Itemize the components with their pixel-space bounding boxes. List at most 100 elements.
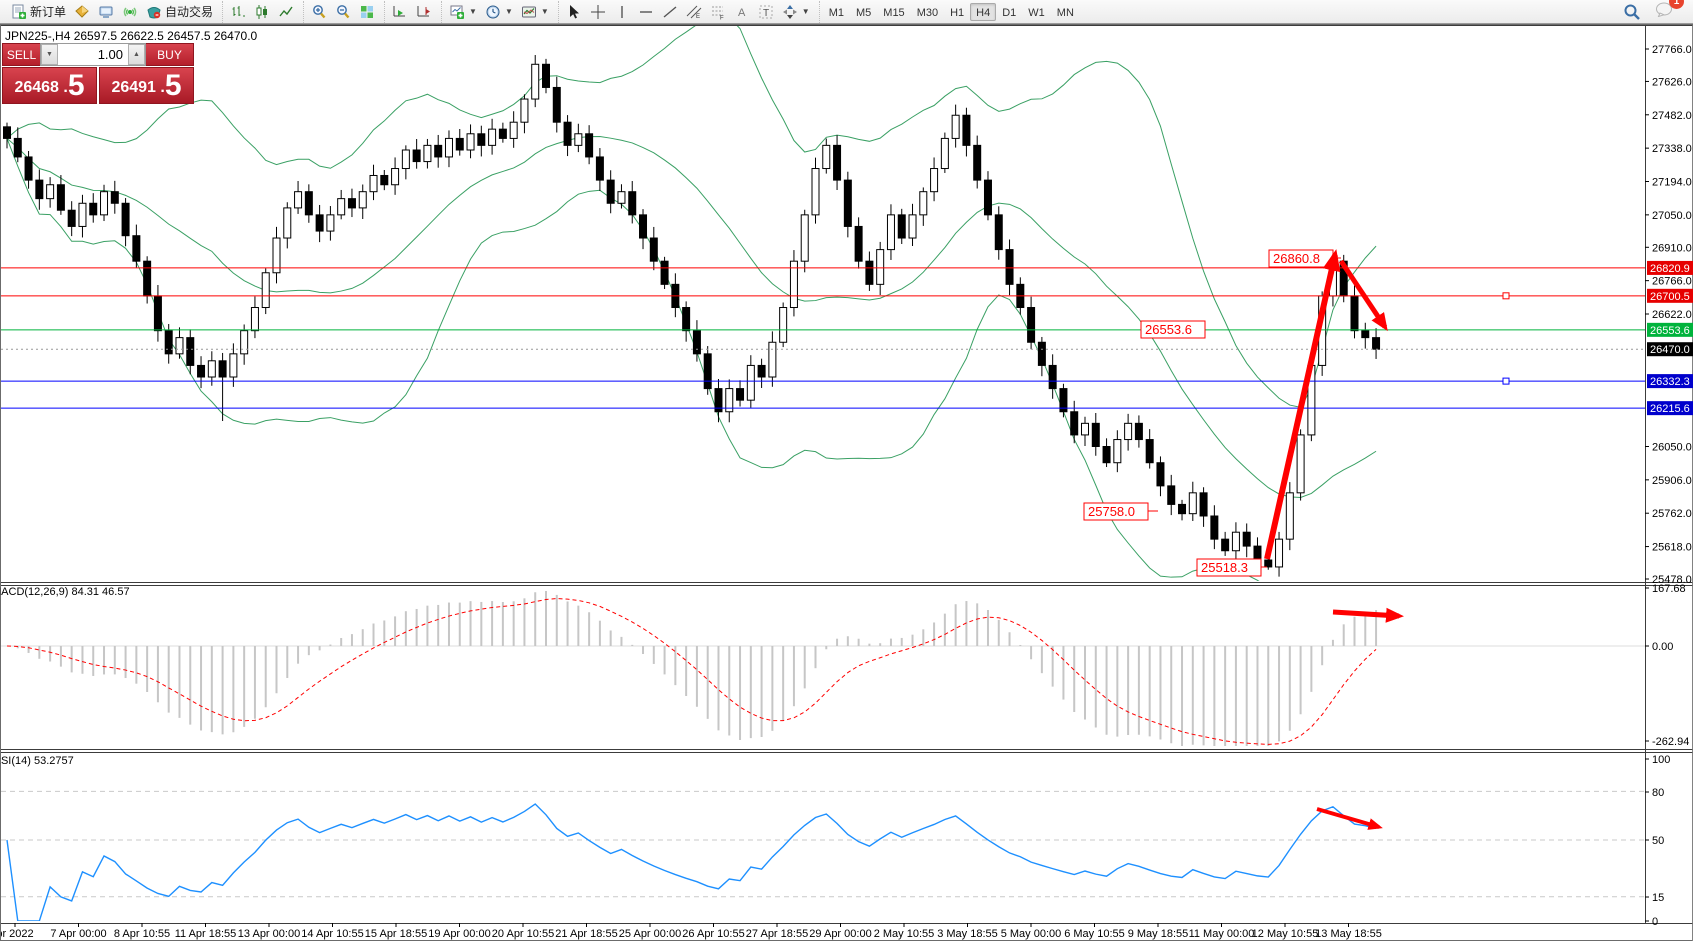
- chart-shift-button[interactable]: [412, 2, 436, 22]
- channel-button[interactable]: E: [682, 2, 706, 22]
- bollinger-bands-layer: [6, 26, 1377, 581]
- timeframe-MN[interactable]: MN: [1056, 6, 1074, 19]
- zoom-out-button[interactable]: [331, 2, 355, 22]
- bollinger-middle-band: [6, 135, 1377, 498]
- buy-button[interactable]: BUY: [146, 43, 194, 66]
- arrow-objects-icon: [782, 4, 797, 19]
- cursor-icon: [569, 4, 579, 18]
- macd-arrow[interactable]: [1332, 607, 1404, 623]
- buy-price-big-digit: 5: [164, 69, 182, 102]
- web-terminal-button[interactable]: [94, 2, 118, 22]
- price-tick: 27194.0: [1652, 177, 1692, 189]
- arrows-caret[interactable]: ▼: [801, 7, 810, 16]
- one-click-trading-panel: SELL ▼ 1.00 ▲ BUY 26468 .5 26491 .5: [2, 43, 194, 104]
- timeframe-D1[interactable]: D1: [1002, 6, 1017, 19]
- chart-canvas[interactable]: 27766.0 27626.0 27482.0 27338.0 27194.0 27050…: [1, 25, 1693, 941]
- price-axis[interactable]: 27766.0 27626.0 27482.0 27338.0 27194.0 27050…: [1645, 44, 1693, 928]
- price-tick: 26050.0: [1652, 442, 1692, 454]
- svg-text:E: E: [696, 14, 700, 20]
- time-axis[interactable]: pr 2022 7 Apr 00:00 8 Apr 10:55 11 Apr 18:5…: [1, 923, 1382, 940]
- cursor-button[interactable]: [562, 2, 586, 22]
- price-tag-text: 26820.9: [1650, 263, 1690, 275]
- time-tick: 13 Apr 00:00: [238, 928, 300, 940]
- annotations-layer[interactable]: 26860.8 26553.6 25758.0 25518.3: [1083, 249, 1404, 830]
- timeframe-H1[interactable]: H1: [950, 6, 965, 19]
- buy-price[interactable]: 26491 .5: [99, 67, 194, 104]
- text-label-button[interactable]: T: [754, 2, 778, 22]
- periods-button[interactable]: ▼: [481, 2, 517, 22]
- volume-increase-button[interactable]: ▲: [128, 44, 145, 65]
- rsi-layer: [1, 790, 1645, 921]
- horizontal-line-icon: [639, 10, 652, 13]
- timeframe-M30[interactable]: M30: [916, 6, 939, 19]
- text-button[interactable]: A: [730, 2, 754, 22]
- price-tag-text: 26215.6: [1650, 403, 1690, 415]
- time-tick: 14 Apr 10:55: [301, 928, 363, 940]
- timeframe-M5[interactable]: M5: [856, 6, 872, 19]
- price-note-text: 25758.0: [1088, 504, 1135, 519]
- zoom-in-button[interactable]: [307, 2, 331, 22]
- vertical-line-button[interactable]: [610, 2, 634, 22]
- candlestick-icon: [256, 4, 268, 19]
- hline-handle-26332.3[interactable]: [1502, 377, 1510, 385]
- bar-chart-button[interactable]: [226, 2, 250, 22]
- hline-handle-26700.5[interactable]: [1502, 292, 1510, 300]
- new-order-button[interactable]: 新订单: [7, 2, 70, 22]
- fibonacci-button[interactable]: F: [706, 2, 730, 22]
- line-chart-icon: [279, 6, 293, 16]
- bar-chart-icon: [232, 5, 246, 16]
- new-chart-caret[interactable]: ▼: [469, 7, 477, 16]
- deposit-button[interactable]: [70, 2, 94, 22]
- sell-button[interactable]: SELL: [2, 43, 40, 66]
- templates-caret[interactable]: ▼: [540, 7, 549, 16]
- auto-scroll-button[interactable]: [388, 2, 412, 22]
- sell-price[interactable]: 26468 .5: [2, 67, 97, 104]
- volume-stepper: ▼ 1.00 ▲: [40, 43, 146, 66]
- price-tick: 27338.0: [1652, 143, 1692, 155]
- timeframe-H4[interactable]: H4: [970, 2, 997, 21]
- template-icon: [521, 6, 536, 17]
- signals-button[interactable]: [118, 2, 142, 22]
- rsi-line: [6, 803, 1377, 921]
- tile-windows-button[interactable]: [355, 2, 379, 22]
- price-tag-26332.3: [1647, 374, 1693, 389]
- price-note-box[interactable]: [1140, 320, 1206, 339]
- trend-arrow-down[interactable]: [1338, 259, 1388, 332]
- search-icon[interactable]: [1623, 3, 1641, 21]
- arrows-button[interactable]: ▼: [778, 2, 814, 22]
- timeframe-M15[interactable]: M15: [883, 6, 905, 19]
- horizontal-line-button[interactable]: [634, 2, 658, 22]
- chart-window: 27766.0 27626.0 27482.0 27338.0 27194.0 27050…: [0, 24, 1693, 941]
- auto-scroll-icon: [393, 5, 406, 16]
- periods-caret[interactable]: ▼: [504, 7, 513, 16]
- notifications-button[interactable]: 1: [1655, 0, 1684, 22]
- price-tick: 27050.0: [1652, 210, 1692, 222]
- hline-levels-layer[interactable]: [1, 267, 1645, 409]
- macd-indicator-label: MACD(12,26,9) 84.31 46.57: [0, 586, 130, 598]
- timeframe-toolbar: M1 M5 M15 M30 H1 H4 D1 W1 MN: [818, 0, 1083, 23]
- algo-trading-button[interactable]: 自动交易: [142, 2, 217, 22]
- trend-arrow-up[interactable]: [1264, 249, 1341, 560]
- crosshair-button[interactable]: [586, 2, 610, 22]
- svg-text:T: T: [763, 8, 769, 19]
- time-tick: 15 Apr 18:55: [365, 928, 427, 940]
- templates-button[interactable]: ▼: [517, 2, 553, 22]
- timeframe-M1[interactable]: M1: [828, 6, 844, 19]
- volume-input[interactable]: 1.00: [97, 47, 123, 62]
- volume-decrease-button[interactable]: ▼: [41, 44, 58, 65]
- timeframe-W1[interactable]: W1: [1028, 6, 1045, 19]
- price-tick: 27626.0: [1652, 76, 1692, 88]
- price-tick: 27482.0: [1652, 110, 1692, 122]
- candlestick-chart-button[interactable]: [250, 2, 274, 22]
- price-tag-26553.6: [1647, 322, 1693, 337]
- time-tick: 3 May 18:55: [937, 928, 998, 940]
- toolbar-group-zoom: [303, 0, 382, 23]
- line-chart-button[interactable]: [274, 2, 298, 22]
- monitor-icon: [99, 6, 113, 18]
- trendline-button[interactable]: [658, 2, 682, 22]
- time-tick: 27 Apr 18:55: [746, 928, 808, 940]
- new-chart-button[interactable]: ▼: [445, 2, 481, 22]
- rsi-axis-tick: 15: [1652, 892, 1664, 904]
- tile-windows-icon: [361, 5, 374, 18]
- rsi-arrow[interactable]: [1316, 807, 1383, 830]
